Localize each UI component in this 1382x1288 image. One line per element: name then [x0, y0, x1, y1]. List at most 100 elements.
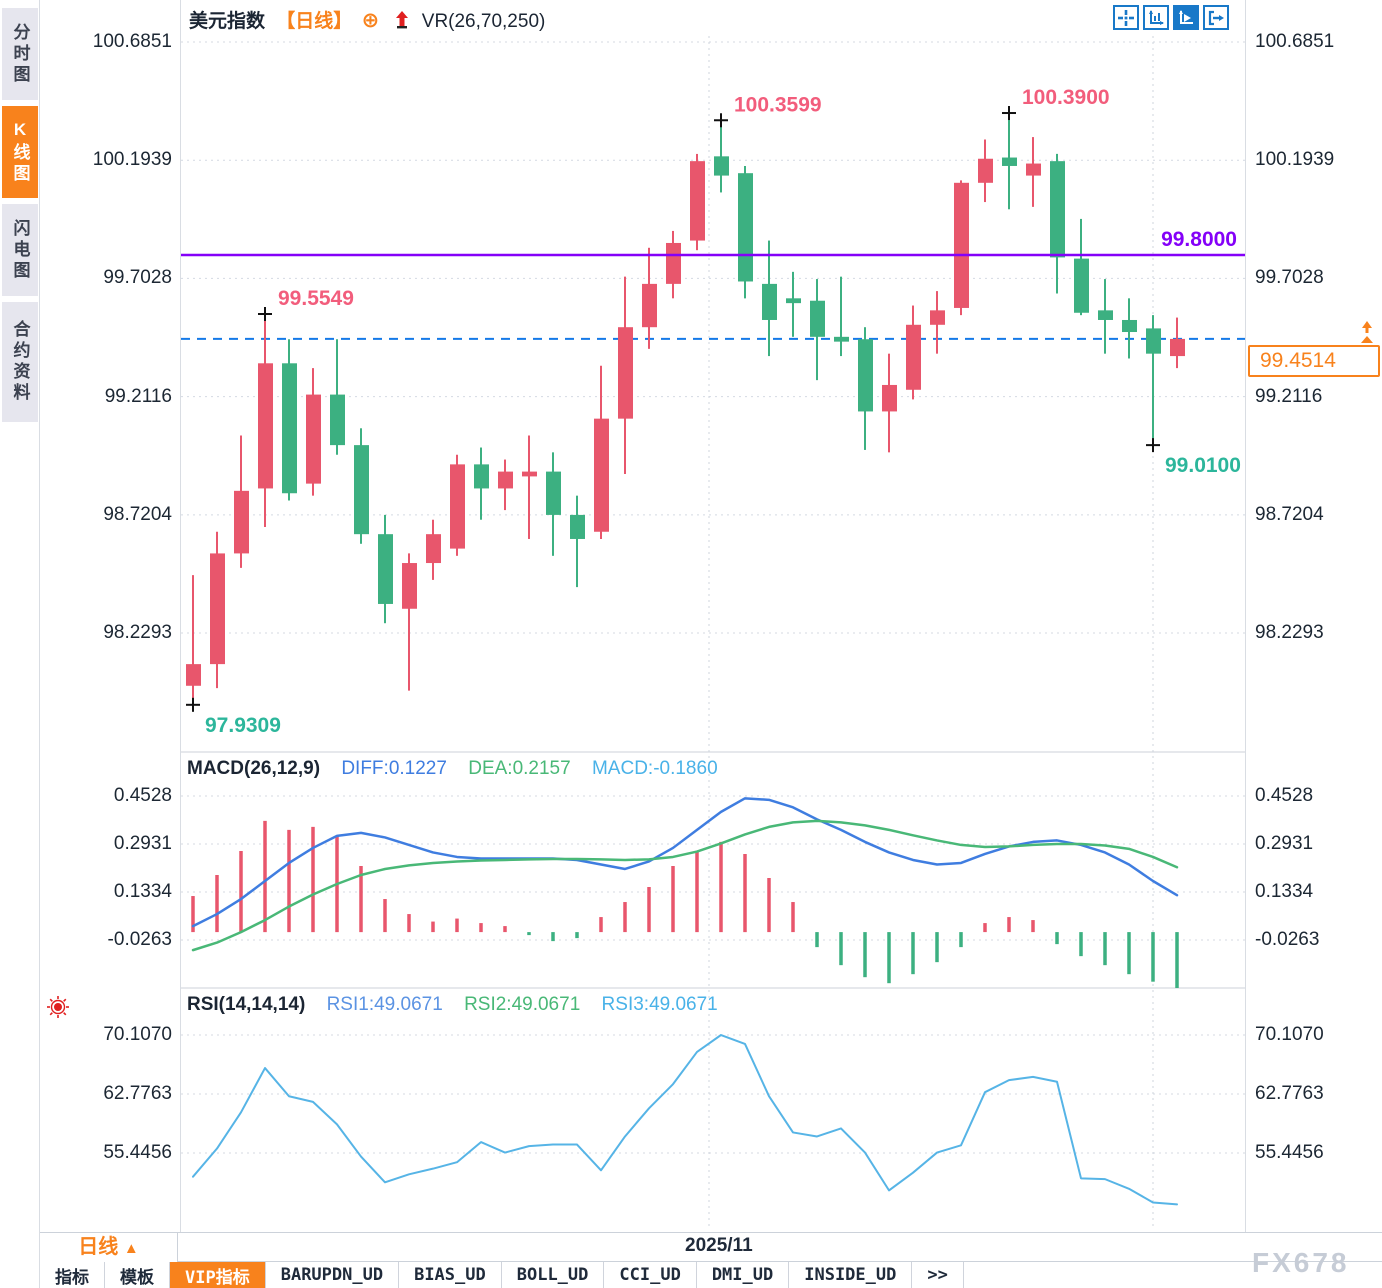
- rect-chart-element: [714, 156, 729, 176]
- axis-tick-label: 0.1334: [113, 881, 172, 902]
- sidebar-item-0[interactable]: 分时图: [2, 8, 38, 100]
- rsi-panel-header: RSI(14,14,14) RSI1:49.0671 RSI2:49.0671 …: [187, 994, 734, 1016]
- axis-tick-label: 62.7763: [103, 1083, 172, 1104]
- axis-tick-label: 0.1334: [1255, 881, 1314, 902]
- axis-tick-label: 100.1939: [1255, 149, 1335, 171]
- rect-chart-element: [1170, 338, 1185, 357]
- polyline-chart-element: [191, 819, 1179, 952]
- axis-tick-label: 70.1070: [103, 1024, 172, 1045]
- axis-tick-label: 98.2293: [1255, 622, 1324, 643]
- tab-5[interactable]: BOLL_UD: [502, 1262, 605, 1288]
- axis-date-label: 2025/11: [685, 1235, 753, 1256]
- axis-tick-label: 0.2931: [1255, 833, 1314, 854]
- chart-toolbar: [1113, 5, 1229, 30]
- rect-chart-element: [762, 283, 777, 320]
- tab-4[interactable]: BIAS_UD: [399, 1262, 502, 1288]
- scroll-to-latest-icon[interactable]: [1356, 320, 1378, 349]
- exit-right-icon[interactable]: [1203, 5, 1229, 30]
- tab-3[interactable]: BARUPDN_UD: [266, 1262, 400, 1288]
- rect-chart-element: [474, 464, 489, 489]
- chart-area[interactable]: 99.8000 99.5549 97.9309 100.3599 100.3900 99.…: [181, 0, 1245, 1232]
- current-price-badge: 99.4514: [1248, 345, 1380, 377]
- watermark: FX678: [1252, 1247, 1350, 1278]
- axis-scale-icon[interactable]: [1143, 5, 1169, 30]
- rsi-params: RSI(14,14,14): [187, 994, 306, 1015]
- rect-chart-element: [1050, 161, 1065, 258]
- tab-7[interactable]: DMI_UD: [697, 1262, 790, 1288]
- axis-tick-label: -0.0263: [107, 929, 172, 950]
- rect-chart-element: [378, 534, 393, 604]
- tab-1[interactable]: 模板: [105, 1262, 170, 1288]
- axis-tick-label: 100.6851: [1255, 31, 1335, 52]
- main-chart-header: 美元指数 【日线】 ⊕ VR(26,70,250): [189, 6, 561, 33]
- rect-chart-element: [810, 300, 825, 337]
- rect-chart-element: [642, 283, 657, 328]
- axis-tick-label: 70.1070: [1255, 1024, 1324, 1045]
- period-selector[interactable]: 日线 ▲: [40, 1233, 178, 1262]
- axis-tick-label: 98.2293: [103, 622, 172, 643]
- polyline-chart-element: [192, 1034, 1178, 1206]
- rect-chart-element: [930, 310, 945, 325]
- rect-chart-element: [858, 339, 873, 412]
- rect-chart-element: [498, 471, 513, 489]
- indicator-tabs: 指标 模板 VIP指标 BARUPDN_UD BIAS_UD BOLL_UD CCI_UD D…: [40, 1262, 1382, 1288]
- rect-chart-element: [1146, 328, 1161, 354]
- macd-dea-value: DEA:0.2157: [468, 758, 571, 779]
- time-axis-row: 日线 ▲ 2025/11: [40, 1232, 1382, 1262]
- right-axis-labels: 99.4514 100.6851 100.1939 99.7028 99.2116 98…: [1245, 0, 1382, 1232]
- tab-8[interactable]: INSIDE_UD: [789, 1262, 913, 1288]
- sidebar-item-1[interactable]: K线图: [2, 106, 38, 198]
- axis-tick-label: 55.4456: [1255, 1142, 1324, 1163]
- rsi3-value: RSI3:49.0671: [601, 994, 718, 1015]
- vr-indicator-label: VR(26,70,250): [421, 11, 546, 32]
- rect-chart-element: [570, 514, 585, 539]
- rect-chart-element: [522, 471, 537, 477]
- axis-play-icon[interactable]: [1173, 5, 1199, 30]
- axis-tick-label: -0.0263: [1255, 929, 1320, 950]
- rect-chart-element: [426, 534, 441, 564]
- rsi1-value: RSI1:49.0671: [326, 994, 443, 1015]
- text-chart-element: 99.5549: [278, 287, 354, 310]
- axis-tick-label: 100.6851: [92, 31, 172, 52]
- rect-chart-element: [834, 336, 849, 342]
- trend-arrow-icon: [394, 11, 415, 32]
- axis-tick-label: 99.7028: [1255, 267, 1324, 289]
- macd-panel-header: MACD(26,12,9) DIFF:0.1227 DEA:0.2157 MAC…: [187, 758, 734, 780]
- rect-chart-element: [186, 664, 201, 686]
- axis-tick-label: 99.7028: [103, 267, 172, 289]
- rect-chart-element: [906, 324, 921, 390]
- text-chart-element: 99.0100: [1165, 454, 1241, 477]
- rect-chart-element: [786, 298, 801, 304]
- axis-tick-label: 0.2931: [113, 833, 172, 854]
- rect-chart-element: [282, 363, 297, 494]
- chevron-up-icon: ▲: [123, 1240, 139, 1257]
- rect-chart-element: [1098, 310, 1113, 320]
- tab-6[interactable]: CCI_UD: [604, 1262, 697, 1288]
- rect-chart-element: [306, 394, 321, 484]
- axis-tick-label: 55.4456: [103, 1142, 172, 1163]
- rect-chart-element: [210, 553, 225, 665]
- period-tag: 【日线】: [276, 11, 353, 32]
- sidebar-item-2[interactable]: 闪电图: [2, 204, 38, 296]
- sidebar-item-3[interactable]: 合约资料: [2, 302, 38, 422]
- tab-9[interactable]: >>: [912, 1262, 964, 1288]
- rect-chart-element: [978, 158, 993, 183]
- polyline-chart-element: [191, 797, 1179, 928]
- axis-tick-label: 0.4528: [1255, 785, 1314, 806]
- rect-chart-element: [690, 161, 705, 241]
- rect-chart-element: [1074, 258, 1089, 313]
- rect-chart-element: [1122, 319, 1137, 333]
- add-indicator-icon[interactable]: ⊕: [361, 9, 380, 32]
- text-chart-element: 99.8000: [1161, 228, 1237, 251]
- tab-0[interactable]: 指标: [40, 1262, 105, 1288]
- tab-2[interactable]: VIP指标: [170, 1262, 266, 1288]
- axis-tick-label: 100.1939: [92, 149, 172, 171]
- text-chart-element: 100.3900: [1022, 86, 1110, 109]
- rsi2-value: RSI2:49.0671: [464, 994, 581, 1015]
- candlestick-macd-rsi-chart[interactable]: 99.8000 99.5549 97.9309 100.3599 100.3900 99.…: [181, 0, 1245, 1232]
- alert-indicator-icon[interactable]: [46, 995, 70, 1024]
- rect-chart-element: [882, 384, 897, 412]
- rect-chart-element: [618, 327, 633, 419]
- crosshair-icon[interactable]: [1113, 5, 1139, 30]
